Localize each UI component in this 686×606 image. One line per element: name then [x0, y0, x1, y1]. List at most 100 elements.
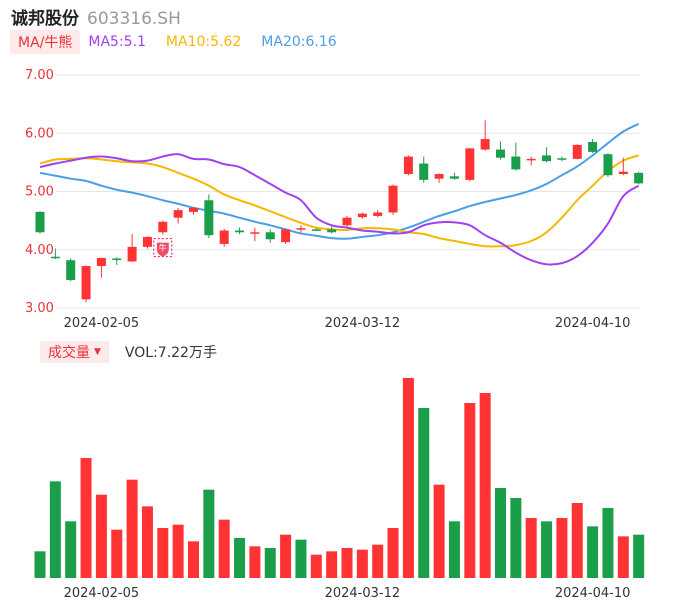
candle-body [142, 236, 152, 247]
candle [265, 229, 275, 243]
x-tick-label: 2024-04-10 [555, 586, 631, 601]
candle-body [265, 232, 275, 240]
ma20-line [39, 123, 640, 240]
candle-body [588, 141, 598, 152]
volume-bar [556, 518, 568, 578]
candle [296, 225, 306, 233]
ma20-legend: MA20:6.16 [261, 34, 337, 50]
candle [327, 226, 337, 234]
candle-body [81, 266, 91, 300]
candle [449, 172, 459, 180]
candle-body [373, 212, 383, 216]
volume-bar [234, 538, 246, 578]
volume-bar [249, 546, 261, 578]
volume-bar [541, 521, 553, 578]
candle [173, 207, 183, 224]
candle [388, 184, 398, 215]
candle-body [204, 200, 214, 236]
candle [557, 156, 567, 162]
ma5-legend: MA5:5.1 [88, 34, 146, 50]
volume-bar [402, 378, 414, 578]
candle-body [327, 229, 337, 233]
ma-legend: MA/牛熊 MA5:5.1 MA10:5.62 MA20:6.16 [10, 30, 357, 54]
candle [526, 156, 536, 166]
volume-toggle-label: 成交量 [48, 345, 90, 361]
volume-bar [495, 488, 506, 578]
volume-bar [172, 524, 184, 578]
candle [96, 257, 106, 278]
candle [357, 212, 367, 219]
x-tick-label: 2024-03-12 [325, 586, 401, 601]
candle [35, 211, 45, 234]
ma10-legend: MA10:5.62 [165, 34, 242, 50]
candle [235, 227, 245, 235]
candle [480, 120, 490, 151]
candle [618, 157, 628, 176]
candle-body [496, 149, 505, 158]
candle-body [296, 228, 306, 230]
candle [219, 228, 229, 247]
bull-icon-glyph: 牛 [159, 243, 167, 253]
volume-bar [65, 521, 77, 578]
limit-up-badge: 牛 [153, 238, 173, 258]
candle-body [403, 156, 413, 175]
candle-body [634, 172, 644, 184]
ma5-line [39, 153, 640, 266]
candle-body [112, 258, 122, 260]
candle-body [66, 260, 76, 281]
volume-bar [141, 506, 153, 578]
volume-value: VOL:7.22万手 [124, 345, 217, 361]
candle [311, 228, 321, 232]
candle-body [189, 207, 198, 212]
candle [112, 257, 122, 265]
candle [81, 265, 91, 303]
candle-body [434, 174, 444, 179]
volume-bar [448, 521, 460, 578]
volume-bar [633, 534, 645, 578]
volume-bar [587, 526, 599, 578]
volume-bar [310, 554, 322, 578]
y-tick-label: 3.00 [25, 301, 54, 316]
volume-bar [95, 494, 107, 578]
candle-body [618, 171, 628, 175]
volume-bar [617, 536, 629, 578]
ma-lines [39, 123, 640, 266]
candle [66, 258, 76, 282]
candle-body [465, 148, 475, 180]
volume-bar [418, 408, 430, 578]
volume-bar [280, 534, 292, 578]
x-tick-label: 2024-02-05 [64, 316, 140, 331]
candle-body [419, 163, 429, 180]
candle-body [96, 257, 106, 267]
volume-bar [126, 479, 138, 578]
volume-bar [525, 518, 537, 578]
volume-bar [387, 528, 399, 578]
candles [35, 120, 644, 303]
candle-body [127, 246, 137, 262]
candle-body [35, 211, 45, 233]
volume-bar [188, 541, 199, 578]
candle [511, 142, 521, 171]
volume-bar [356, 549, 368, 578]
candle [50, 248, 60, 260]
candle-body [281, 229, 291, 243]
volume-bar [111, 529, 123, 578]
candle [572, 144, 582, 160]
caret-down-icon: ▼ [94, 347, 101, 357]
volume-toggle-button[interactable]: 成交量 ▼ [40, 341, 109, 363]
volume-bar [203, 489, 215, 578]
volume-bar [34, 551, 46, 578]
y-tick-label: 5.00 [25, 185, 54, 200]
y-tick-label: 7.00 [25, 68, 54, 83]
candle [634, 171, 644, 185]
candle-body [311, 229, 321, 231]
candle-body [158, 221, 168, 233]
volume-bar [326, 551, 338, 578]
ma-toggle-button[interactable]: MA/牛熊 [10, 30, 81, 54]
volume-bar [372, 544, 384, 578]
volume-bar [571, 503, 583, 578]
candle [588, 139, 598, 154]
candle [281, 228, 291, 244]
volume-bar [264, 548, 276, 578]
